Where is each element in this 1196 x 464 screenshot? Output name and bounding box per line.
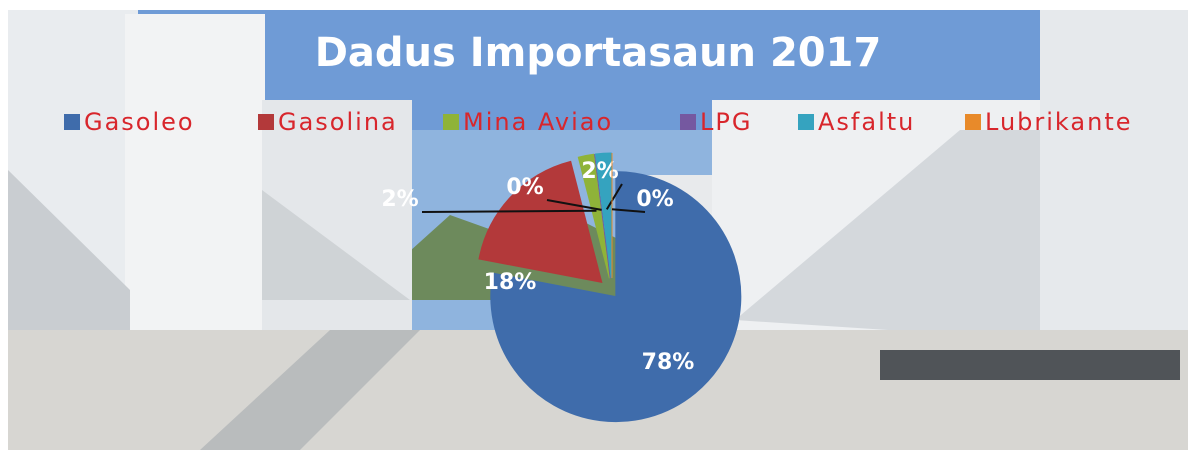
pie-slice: [490, 171, 742, 423]
pie-slice: [577, 153, 610, 279]
leader-line: [611, 208, 646, 213]
legend-label: Mina Aviao: [463, 108, 613, 136]
data-label: 78%: [642, 350, 695, 375]
data-label: 18%: [484, 270, 537, 295]
data-label: 0%: [636, 187, 673, 212]
pie: 78% 18% 2% 0% 2% 0%: [381, 152, 742, 423]
background-photo: [8, 10, 1188, 450]
legend-swatch: [965, 114, 981, 130]
pie-slice: [478, 160, 603, 284]
legend-swatch: [680, 114, 696, 130]
legend-label: Asfaltu: [818, 108, 915, 136]
legend-label: Lubrikante: [985, 108, 1133, 136]
legend-swatch: [258, 114, 274, 130]
data-label: 0%: [506, 175, 543, 200]
legend-swatch: [64, 114, 80, 130]
legend: Gasoleo Gasolina Mina Aviao LPG Asfaltu Lubri…: [64, 108, 1133, 136]
leader-line: [421, 209, 597, 213]
data-label: 2%: [381, 187, 418, 212]
data-label: 2%: [581, 159, 618, 184]
chart-title: Dadus Importasaun 2017: [315, 30, 882, 76]
legend-label: LPG: [700, 108, 752, 136]
legend-label: Gasoleo: [84, 108, 195, 136]
legend-label: Gasolina: [278, 108, 398, 136]
legend-swatch: [798, 114, 814, 130]
leader-line: [546, 199, 602, 211]
leader-line: [605, 183, 623, 210]
legend-swatch: [443, 114, 459, 130]
pie-slice: [594, 152, 612, 279]
